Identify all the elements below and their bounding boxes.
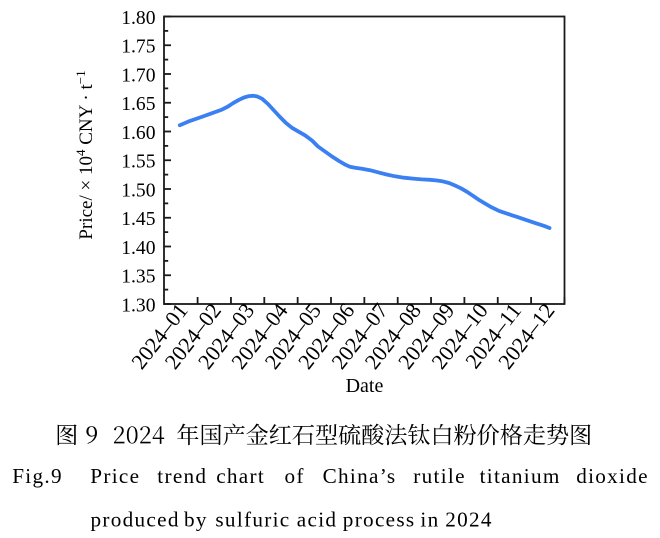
svg-text:in: in [420,508,439,532]
svg-text:Price: Price [90,464,140,488]
svg-text:2024: 2024 [445,508,493,532]
svg-text:1.80: 1.80 [121,8,155,29]
svg-text:1.40: 1.40 [121,238,155,259]
svg-text:1.50: 1.50 [121,180,155,201]
svg-text:acid: acid [297,508,338,532]
svg-text:trend: trend [157,464,207,488]
svg-text:1.30: 1.30 [121,295,155,316]
svg-text:produced: produced [91,508,180,532]
svg-text:1.75: 1.75 [121,37,155,58]
svg-text:titanium: titanium [480,464,561,488]
svg-text:1.60: 1.60 [121,123,155,144]
svg-text:chart: chart [216,464,265,488]
svg-text:rutile: rutile [413,464,466,488]
svg-text:process: process [343,508,416,532]
svg-text:sulfuric: sulfuric [215,508,290,532]
svg-text:1.45: 1.45 [121,209,155,230]
svg-text:1.65: 1.65 [121,94,155,115]
svg-text:1.55: 1.55 [121,152,155,173]
svg-text:1.70: 1.70 [121,65,155,86]
svg-text:1.35: 1.35 [121,267,155,288]
svg-text:Fig.9: Fig.9 [12,464,63,488]
svg-text:by: by [184,508,208,532]
svg-text:Date: Date [346,375,384,397]
svg-text:of: of [285,464,305,488]
svg-text:dioxide: dioxide [576,464,649,488]
svg-text:China’s: China’s [323,464,397,488]
